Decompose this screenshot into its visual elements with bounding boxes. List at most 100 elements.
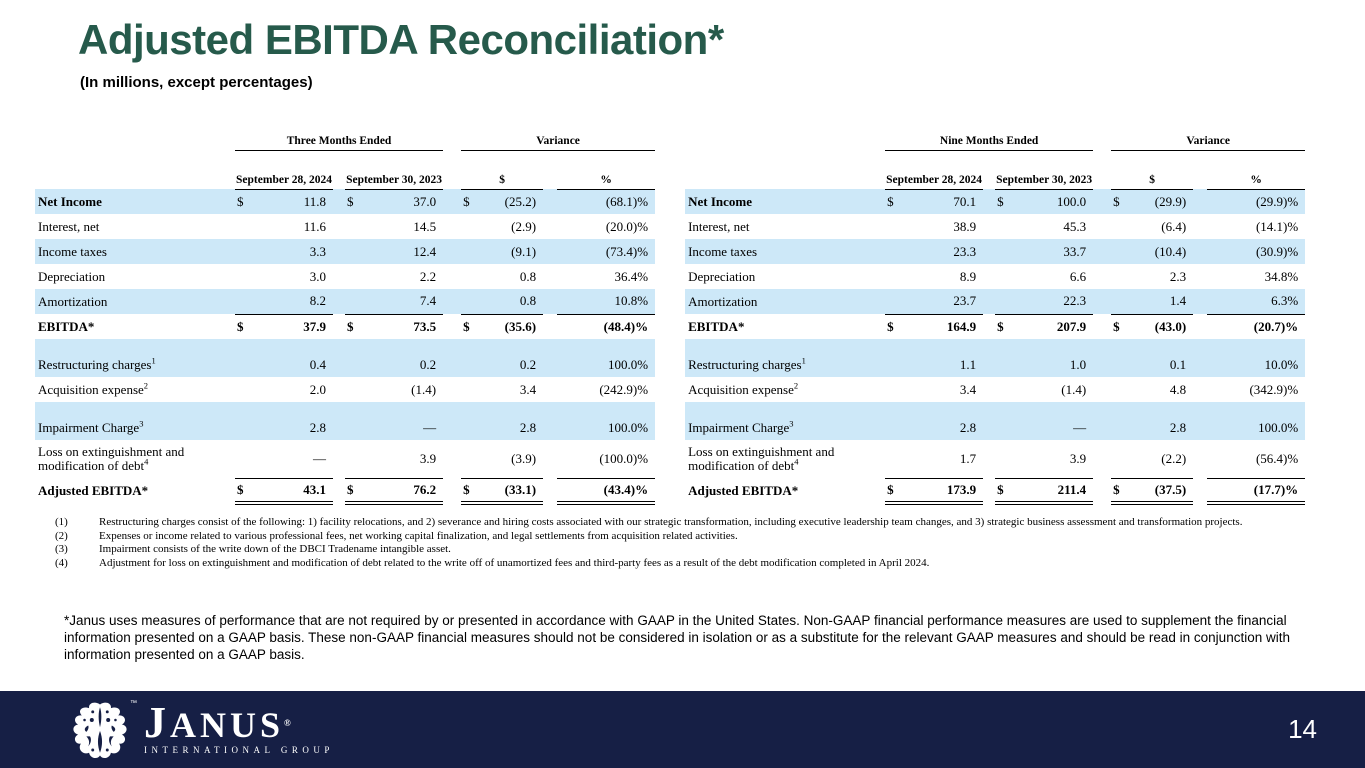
row-label: Interest, net [38, 218, 100, 234]
dollar-sign-cell [995, 440, 1012, 479]
column-header-percent: % [557, 163, 656, 190]
value-cell: 8.9 [959, 268, 977, 284]
dollar-sign-cell: $ [1111, 478, 1128, 505]
value-cell: 43.1 [251, 478, 333, 505]
row-label: Impairment Charge3 [35, 415, 235, 440]
value-cell: 0.2 [477, 352, 544, 377]
table-row: Net Income $70.1 $100.0 $ (29.9) (29.9)% [685, 189, 1306, 214]
row-label: EBITDA* [38, 318, 95, 334]
footnote-text: Impairment consists of the write down of… [99, 543, 451, 555]
dollar-sign-cell [345, 377, 361, 402]
table-row: Interest, net 38.9 45.3 (6.4) (14.1)% [685, 214, 1305, 239]
value-cell: 164.9 [946, 318, 977, 334]
value-cell: 11.8 [251, 189, 333, 214]
row-label: Interest, net [688, 218, 750, 234]
value-cell: 0.8 [519, 268, 537, 284]
value-cell: 207.9 [1056, 318, 1087, 334]
value-cell: 2.8 [901, 415, 984, 440]
value-cell: 0.1 [1127, 352, 1194, 377]
dollar-sign-cell [885, 440, 902, 479]
footnote-number: (1) [55, 516, 68, 528]
dollar-sign-cell [461, 440, 478, 479]
percent-cell: (43.4)% [557, 478, 656, 505]
value-cell: 4.8 [1169, 381, 1187, 397]
tables-row: Three Months Ended Variance September 28, … [35, 124, 1306, 505]
row-label: Income taxes [685, 239, 886, 264]
dollar-sign-cell [235, 377, 251, 402]
percent-cell: (242.9)% [599, 381, 649, 397]
nine-months-table: Nine Months Ended Variance September 28, 2… [685, 124, 1306, 505]
logo-text: JANUS® INTERNATIONAL GROUP [144, 700, 334, 755]
dollar-sign-cell: $ [887, 318, 894, 334]
table-row: Amortization 8.2 7.4 0.8 10.8% [35, 289, 656, 315]
row-label: Adjusted EBITDA* [688, 482, 799, 498]
percent-cell: (20.0)% [605, 218, 649, 234]
percent-cell: (14.1)% [1255, 218, 1299, 234]
value-cell: 6.6 [1069, 268, 1087, 284]
dollar-sign-cell [885, 352, 902, 377]
value-cell: 3.9 [361, 440, 444, 479]
value-cell: 38.9 [953, 218, 977, 234]
percent-cell: 100.0% [1207, 415, 1306, 440]
table-row: Loss on extinguishment and modification … [35, 440, 656, 479]
value-cell: (29.9) [1127, 189, 1194, 214]
value-cell: 1.1 [901, 352, 984, 377]
value-cell: 11.6 [303, 218, 326, 234]
column-header-row: September 28, 2024 September 30, 2023 $% [35, 163, 656, 190]
janus-head-icon [73, 702, 127, 758]
dollar-sign-cell: $ [235, 189, 251, 214]
variance-header: Variance [461, 124, 656, 151]
value-cell: 3.4 [519, 381, 537, 397]
footnote: (2) Expenses or income related to various… [55, 530, 1345, 544]
dollar-sign-cell [461, 214, 477, 239]
column-header-date-1: September 28, 2024 [885, 163, 984, 190]
value-cell: 2.2 [419, 268, 437, 284]
value-cell: 1.7 [901, 440, 984, 479]
dollar-sign-cell [345, 415, 361, 440]
trademark-symbol: ™ [130, 699, 137, 707]
table-row: Net Income $11.8 $37.0 $ (25.2) (68.1)% [35, 189, 656, 214]
dollar-sign-cell: $ [237, 318, 244, 334]
value-cell: 14.5 [413, 218, 437, 234]
value-cell: 76.2 [361, 478, 444, 505]
dollar-sign-cell: $ [995, 189, 1012, 214]
percent-cell: 6.3% [1207, 289, 1306, 315]
value-cell: — [361, 415, 444, 440]
row-label: Impairment Charge3 [685, 415, 886, 440]
group-header-row: Nine Months Ended Variance [685, 124, 1306, 151]
value-cell: 2.8 [1127, 415, 1194, 440]
row-label: Loss on extinguishment and modification … [688, 444, 835, 473]
value-cell: 7.4 [361, 289, 444, 315]
percent-cell: (100.0)% [557, 440, 656, 479]
dollar-sign-cell [235, 264, 251, 289]
footnotes: (1) Restructuring charges consist of the … [55, 516, 1345, 570]
column-header-row: September 28, 2024 September 30, 2023 $% [685, 163, 1306, 190]
dollar-sign-cell: $ [461, 189, 478, 214]
janus-logo: ™ JANUS® INTERNATIONAL GROUP [68, 700, 334, 760]
value-cell: (10.4) [1127, 239, 1194, 264]
table-row: Amortization 23.7 22.3 1.4 6.3% [685, 289, 1306, 315]
gaap-disclaimer: *Janus uses measures of performance that… [64, 613, 1290, 662]
value-cell: 33.7 [1011, 239, 1094, 264]
table-row: Acquisition expense2 3.4 (1.4) 4.8 (342.9)% [685, 377, 1305, 402]
footnote: (3) Impairment consists of the write down… [55, 543, 1345, 557]
row-label: Net Income [685, 189, 886, 214]
value-cell: (37.5) [1127, 478, 1194, 505]
dollar-sign-cell [885, 377, 901, 402]
percent-cell: 36.4% [614, 268, 649, 284]
dollar-sign-cell [345, 214, 361, 239]
dollar-sign-cell [461, 264, 477, 289]
dollar-sign-cell: $ [345, 189, 361, 214]
dollar-sign-cell [1111, 440, 1128, 479]
percent-cell: 34.8% [1264, 268, 1299, 284]
value-cell: 0.8 [477, 289, 544, 315]
value-cell: (1.4) [1061, 381, 1087, 397]
dollar-sign-cell [995, 289, 1012, 315]
row-label: Amortization [685, 289, 886, 314]
table-row: Restructuring charges1 1.1 1.0 0.1 10.0% [685, 352, 1306, 377]
table-row: Acquisition expense2 2.0 (1.4) 3.4 (242.9)% [35, 377, 655, 402]
value-cell: 2.8 [251, 415, 333, 440]
variance-header: Variance [1111, 124, 1306, 151]
value-cell: — [251, 440, 333, 479]
